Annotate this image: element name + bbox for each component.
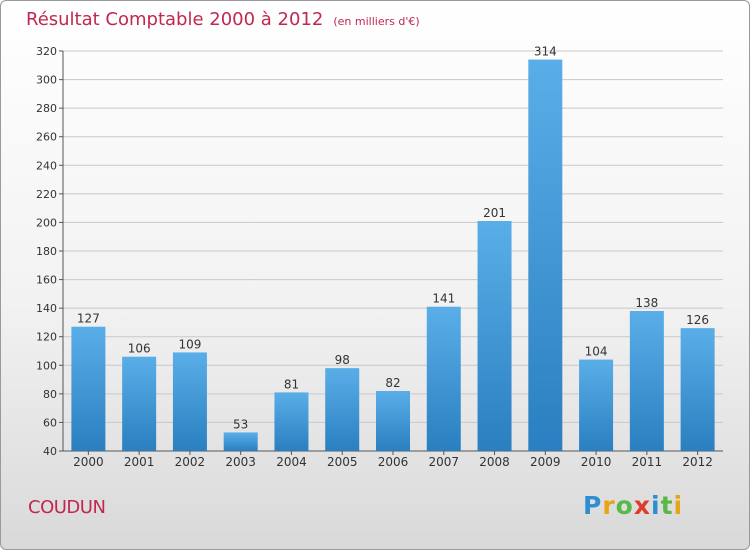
bar-2004 [274,392,309,451]
x-tick-label-2006: 2006 [378,455,409,469]
data-label-2010: 104 [585,345,608,359]
bar-2003 [223,432,258,451]
x-tick-label-2003: 2003 [225,455,256,469]
y-tick-label-240: 240 [36,159,57,172]
bar-2009 [528,59,563,451]
data-label-2000: 127 [77,312,100,326]
x-tick-label-2011: 2011 [632,455,663,469]
bar-2007 [426,306,461,451]
data-label-2008: 201 [483,206,506,220]
y-tick-label-300: 300 [36,74,57,87]
data-label-2003: 53 [233,417,248,431]
y-tick-label-180: 180 [36,245,57,258]
logo-letter: i [651,491,661,520]
y-tick-label-260: 260 [36,131,57,144]
bars [71,59,715,451]
y-tick-label-120: 120 [36,331,57,344]
x-tick-label-2002: 2002 [175,455,206,469]
logo-letter: r [602,491,616,520]
y-tick-label-280: 280 [36,102,57,115]
bar-2008 [477,221,512,451]
y-tick-label-80: 80 [43,388,57,401]
proxiti-logo: Proxiti [583,491,683,520]
data-label-2002: 109 [178,337,201,351]
logo-letter: x [633,491,651,520]
y-tick-label-40: 40 [43,445,57,458]
x-tick-label-2010: 2010 [581,455,612,469]
data-label-2011: 138 [635,296,658,310]
data-label-2001: 106 [128,342,151,356]
y-tick-label-220: 220 [36,188,57,201]
data-labels: 127 106 109 53 81 98 82 141 201 314 104 138 126 [77,45,709,432]
bar-2005 [325,368,360,451]
data-label-2004: 81 [284,377,299,391]
chart-title: Résultat Comptable 2000 à 2012 (en millie… [26,9,420,30]
bar-2012 [680,328,715,451]
y-tick-label-60: 60 [43,416,57,429]
data-label-2009: 314 [534,45,557,59]
title-unit: (en milliers d'€) [333,15,420,28]
y-tick-label-200: 200 [36,216,57,229]
place-name: COUDUN [28,497,106,518]
y-tick-label-140: 140 [36,302,57,315]
y-tick-label-160: 160 [36,274,57,287]
bar-2006 [376,391,410,451]
logo-letter: P [583,491,603,520]
y-tick-label-100: 100 [36,359,57,372]
x-tick-label-2008: 2008 [479,455,510,469]
x-tick-label-2005: 2005 [327,455,358,469]
logo-letter: i [673,491,684,520]
x-tick-labels: 2000 2001 2002 2003 2004 2005 2006 2007 2008 2009… [73,451,713,469]
bar-2002 [172,352,207,451]
logo-letter: o [615,491,634,520]
title-text: Résultat Comptable 2000 à 2012 [26,9,324,30]
data-label-2005: 98 [335,353,350,367]
x-tick-label-2001: 2001 [124,455,155,469]
data-label-2012: 126 [686,313,709,327]
y-tick-labels: 40 60 80 100 120 140 160 180 200 220 240 260 280 300 3… [36,45,63,458]
x-tick-label-2012: 2012 [682,455,713,469]
data-label-2006: 82 [385,376,400,390]
x-tick-label-2004: 2004 [276,455,307,469]
x-tick-label-2007: 2007 [428,455,459,469]
grid-lines [63,50,723,423]
x-tick-label-2000: 2000 [73,455,104,469]
bar-2011 [629,311,664,451]
bar-2000 [71,326,106,451]
y-tick-label-320: 320 [36,45,57,58]
logo-letter: t [660,491,674,520]
x-tick-label-2009: 2009 [530,455,561,469]
data-label-2007: 141 [432,292,455,306]
bar-2010 [579,359,614,451]
bar-2001 [122,356,157,451]
